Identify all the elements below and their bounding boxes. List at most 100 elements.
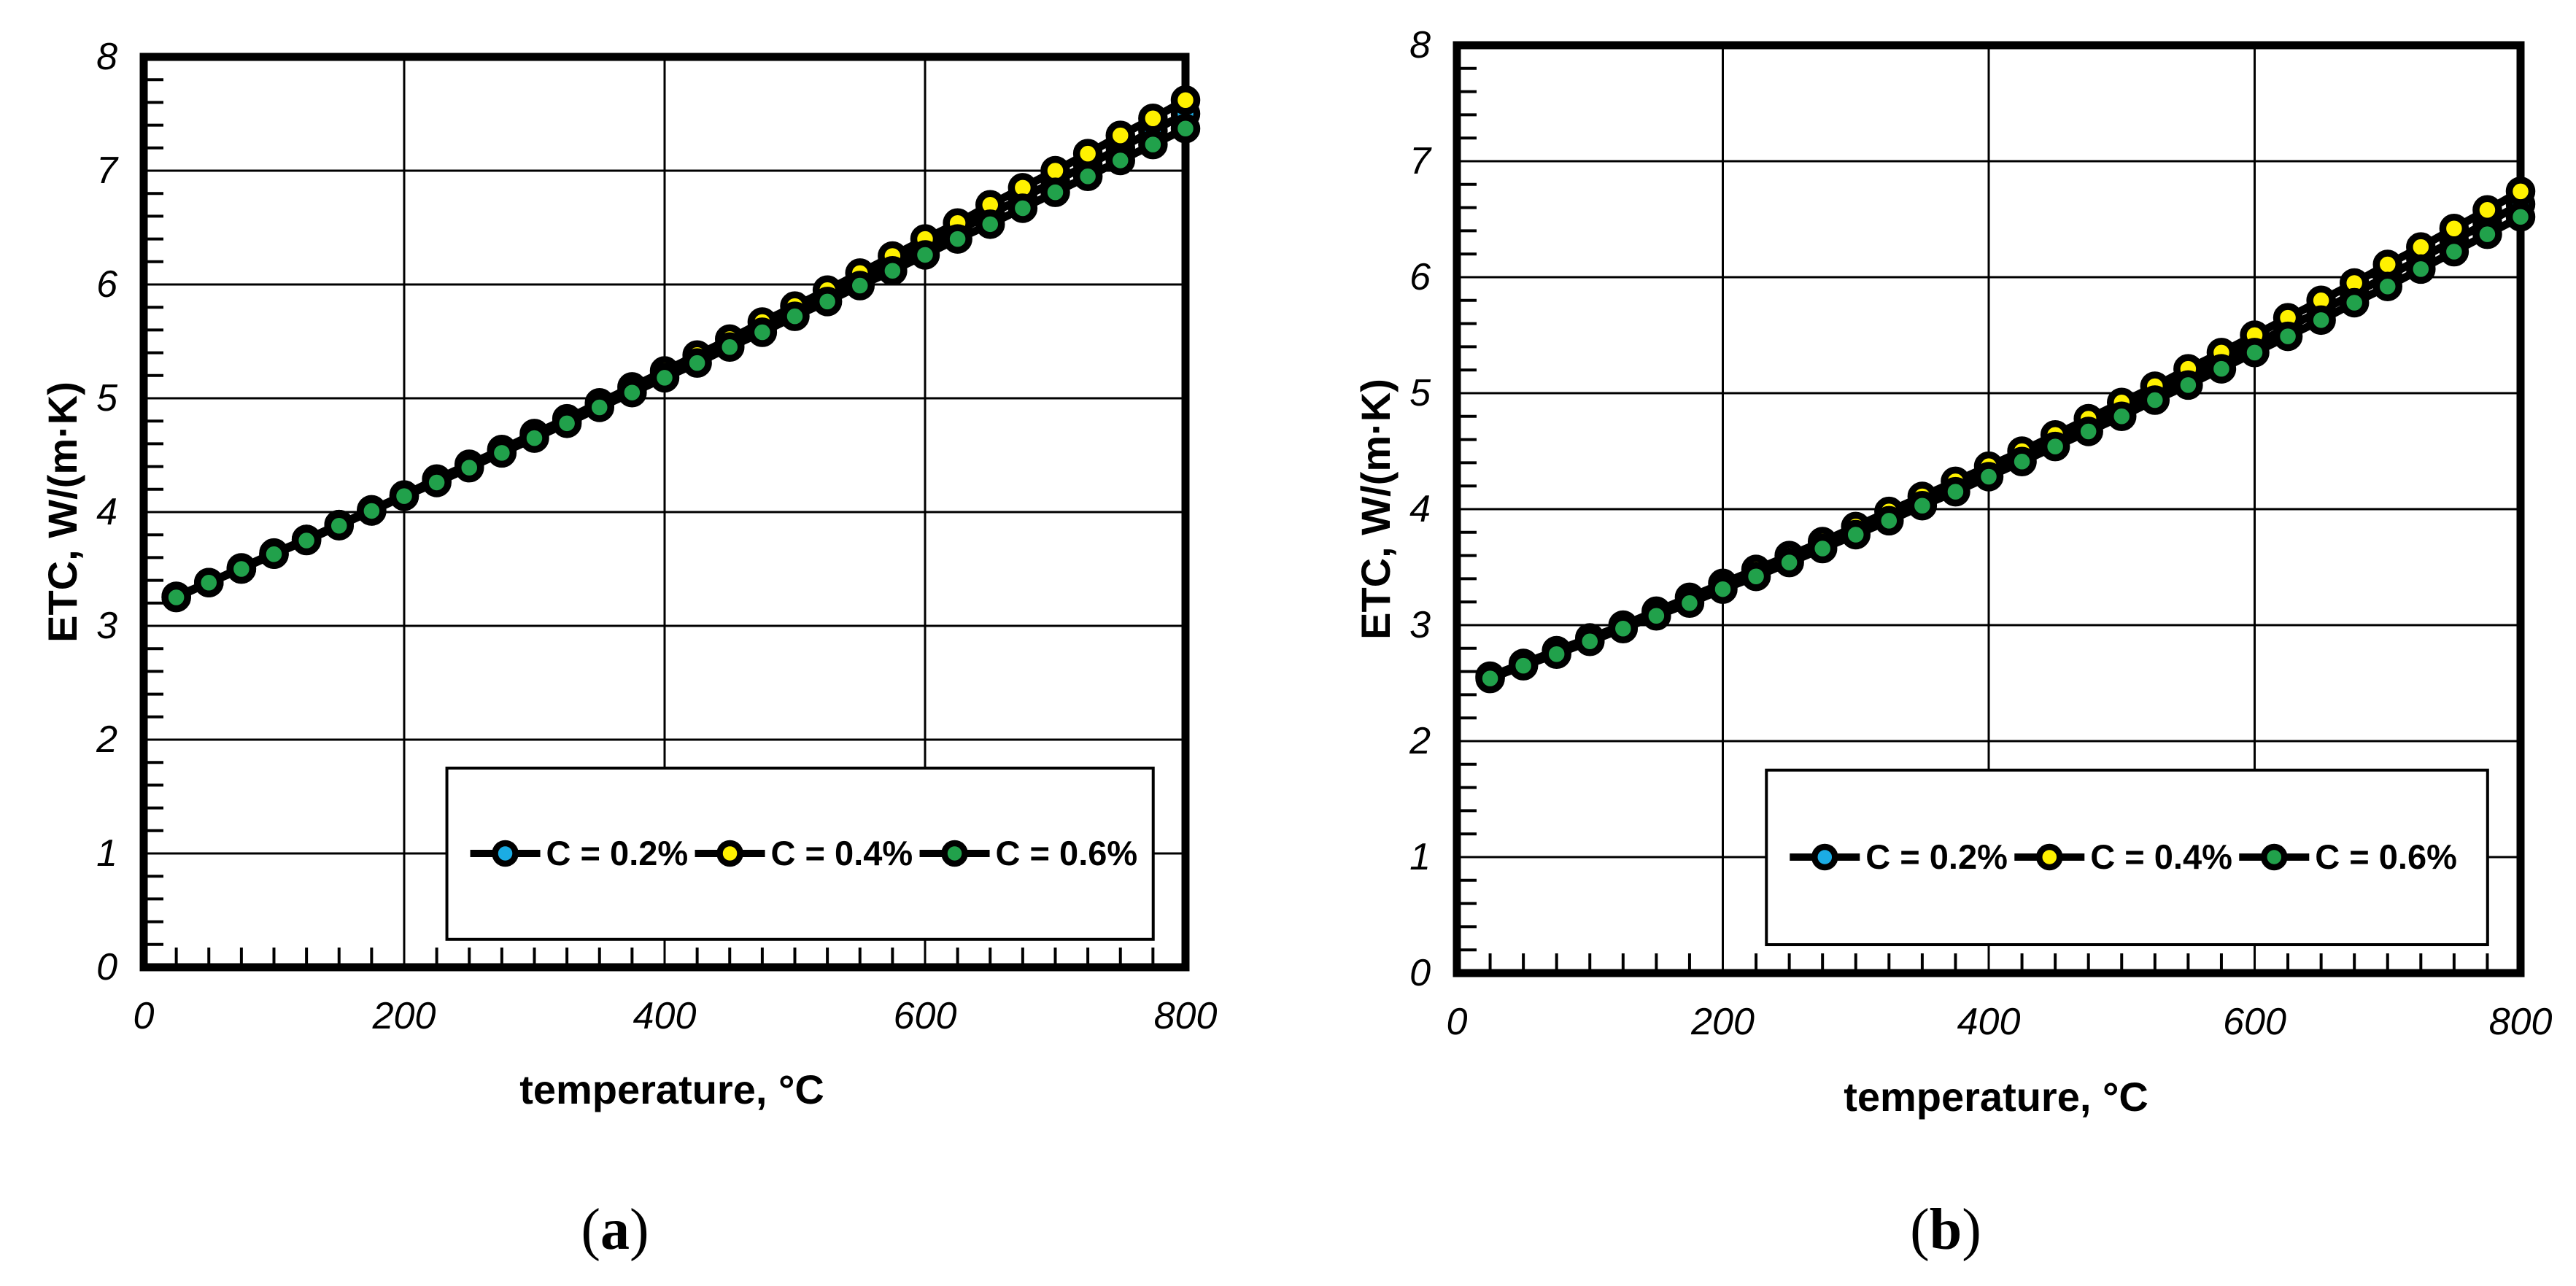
data-point (2372, 271, 2402, 301)
y-tick-label-8: 8 (96, 36, 117, 78)
x-tick-label-200: 200 (1690, 1001, 1755, 1043)
data-point (1040, 177, 1070, 207)
data-point (259, 539, 289, 569)
data-point (2273, 321, 2303, 352)
legend-marker-icon (492, 840, 519, 867)
legend-marker-icon (716, 840, 743, 867)
data-point (194, 568, 224, 597)
x-tick-label-800: 800 (2489, 1001, 2553, 1043)
data-point (1105, 145, 1135, 176)
y-axis-title: ETC, W/(m·K) (1353, 379, 1399, 640)
legend-entry-C0.2: C = 0.2% (470, 834, 689, 872)
data-point (2306, 305, 2336, 336)
legend-entry-C0.6: C = 0.6% (919, 834, 1138, 872)
legend-label: C = 0.2% (546, 834, 689, 872)
y-tick-label-2: 2 (96, 718, 117, 761)
data-point (1138, 103, 1168, 133)
data-point (552, 408, 582, 438)
data-point (2173, 370, 2203, 400)
x-tick-label-800: 800 (1154, 995, 1218, 1037)
data-point (1741, 561, 1771, 592)
x-axis-title: temperature, °C (519, 1066, 824, 1112)
data-point (1907, 490, 1938, 521)
data-point (1170, 114, 1201, 144)
data-point (1841, 519, 1871, 550)
series-C0.6 (161, 114, 1201, 613)
data-point (2472, 219, 2502, 249)
legend: C = 0.2% C = 0.4% C = 0.6% (1765, 768, 2489, 947)
data-point (649, 363, 680, 393)
data-point (1641, 601, 1671, 631)
plot-frame (139, 53, 1190, 972)
data-point (455, 452, 484, 483)
y-tick-label-8: 8 (1409, 24, 1431, 66)
data-point (2472, 195, 2502, 225)
data-point (1874, 506, 1904, 536)
data-point (2007, 446, 2037, 477)
data-point (1072, 161, 1103, 192)
data-point (617, 377, 647, 408)
series-C0.6 (1475, 202, 2536, 694)
data-point (2406, 254, 2436, 284)
data-point (1774, 547, 1804, 578)
y-tick-label-7: 7 (96, 150, 119, 192)
data-point (2206, 354, 2237, 384)
data-point (1508, 651, 1539, 681)
legend-box (1765, 768, 2489, 947)
data-point (226, 554, 257, 584)
data-point (943, 224, 972, 254)
legend-label: C = 0.4% (2090, 837, 2232, 876)
data-point (2505, 202, 2536, 232)
caption-a: (a) (581, 1198, 649, 1262)
y-tick-label-1: 1 (96, 832, 117, 875)
data-point (1475, 663, 1505, 694)
legend-label: C = 0.4% (771, 834, 913, 872)
data-point (161, 582, 191, 613)
y-tick-label-0: 0 (1409, 952, 1431, 994)
x-tick-label-600: 600 (894, 995, 957, 1037)
x-tick-label-0: 0 (134, 995, 155, 1037)
caption-b: (b) (1910, 1198, 1981, 1262)
plot-frame (1453, 41, 2525, 977)
data-point (519, 423, 549, 453)
data-point (487, 438, 517, 468)
data-point (878, 256, 908, 286)
data-point (975, 209, 1005, 239)
data-point (389, 481, 419, 511)
y-tick-label-0: 0 (96, 946, 117, 988)
y-tick-label-5: 5 (96, 377, 118, 419)
data-point (812, 287, 843, 317)
data-point (2073, 417, 2103, 446)
y-tick-label-2: 2 (1409, 720, 1431, 762)
data-point (422, 468, 452, 497)
data-point (2107, 401, 2137, 432)
legend-marker-icon (1811, 843, 1838, 871)
data-point (1105, 120, 1135, 150)
data-point (2040, 431, 2070, 462)
data-point (2140, 385, 2170, 415)
data-point (357, 496, 387, 526)
legend-label: C = 0.6% (996, 834, 1138, 872)
x-tick-label-400: 400 (1957, 1001, 2021, 1043)
data-point (1542, 639, 1571, 669)
y-tick-label-4: 4 (96, 491, 117, 533)
x-tick-label-600: 600 (2223, 1001, 2286, 1043)
data-point (2339, 287, 2370, 318)
data-point (910, 240, 940, 270)
legend-marker-icon (2036, 843, 2063, 871)
data-point (715, 332, 745, 363)
y-tick-label-5: 5 (1409, 372, 1431, 414)
y-tick-label-6: 6 (96, 263, 117, 306)
data-point (780, 301, 810, 331)
legend-box (445, 767, 1155, 941)
legend-label: C = 0.2% (1865, 837, 2008, 876)
legend: C = 0.2% C = 0.4% C = 0.6% (445, 767, 1155, 941)
x-tick-label-400: 400 (633, 995, 697, 1037)
data-point (845, 271, 875, 301)
legend-entry-C0.6: C = 0.6% (2239, 837, 2457, 876)
x-tick-label-0: 0 (1447, 1001, 1468, 1043)
x-axis-title: temperature, °C (1844, 1074, 2148, 1120)
